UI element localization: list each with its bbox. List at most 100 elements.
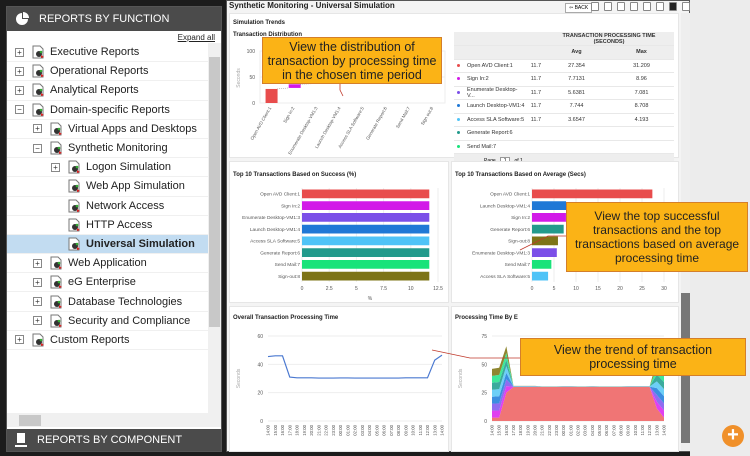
export-icon[interactable] [617,2,625,11]
table-row[interactable]: Sign In:2 11.7 7.7131 8.96 [454,72,674,87]
table-row[interactable]: Send Mail:7 [454,140,674,154]
expand-icon[interactable]: + [15,335,24,345]
y-tick-label: 50 [249,75,255,81]
expand-icon[interactable]: + [15,47,24,57]
expand-icon[interactable]: + [15,66,24,76]
reports-by-component-header[interactable]: REPORTS BY COMPONENT [7,429,221,451]
bar [532,271,549,281]
schedule-icon[interactable] [682,2,690,11]
expand-icon[interactable]: + [51,162,60,172]
mail-icon[interactable] [643,2,651,11]
x-tick-label: 16:00 [504,424,509,435]
expand-icon[interactable]: + [33,258,42,268]
page-title: Synthetic Monitoring - Universal Simulat… [229,1,395,10]
x-tick-label: 15:00 [497,424,502,435]
table-row[interactable]: Generate Report:6 [454,126,674,141]
y-tick-label: Launch Desktop-VM1:4 [480,203,530,209]
zoom-icon[interactable] [630,2,638,11]
zoom-in-button[interactable]: + [722,425,744,447]
pdf-icon[interactable] [591,2,599,11]
table-row[interactable]: Open AVD Client:1 11.7 27.354 31.209 [454,59,674,73]
y-tick-label: Send Mail:7 [505,262,531,268]
y-tick-label: 40 [257,362,263,368]
horizontal-scrollbar-thumb[interactable] [19,415,41,426]
bar [302,260,430,269]
chart-title: Transaction Distribution [233,32,303,38]
tree-item[interactable]: + Security and Compliance [7,312,208,331]
expand-icon[interactable]: + [33,297,42,307]
tree-item[interactable]: + Custom Reports [7,331,208,350]
horizontal-scrollbar[interactable] [7,413,221,427]
success-value [527,126,545,141]
blank [527,45,545,60]
collapse-icon[interactable]: − [33,143,42,153]
expand-icon[interactable]: + [33,277,42,287]
x-tick-label: 12:00 [425,424,430,435]
tree-item[interactable]: − Synthetic Monitoring [7,139,208,159]
table-row[interactable]: Enumerate Desktop-V... 11.7 5.6381 7.081 [454,86,674,100]
tree-item[interactable]: + Web Application [7,254,208,274]
y-tick-label: 20 [257,391,263,397]
expand-icon[interactable]: + [33,124,42,134]
x-tick-label: 06:00 [382,424,387,435]
report-icon [68,237,80,251]
report-icon [32,64,44,78]
x-tick-label: 10:00 [633,424,638,435]
success-value: 11.7 [527,86,545,100]
tree-item[interactable]: − Domain-specific Reports [7,101,208,120]
y-axis-label: Seconds [236,368,242,388]
table-row[interactable]: Access SLA Software:5 11.7 3.6547 4.193 [454,113,674,127]
report-icon [32,83,44,97]
chart-title: Overall Transaction Processing Time [233,315,339,321]
callout-trend: View the trend of transaction processing… [520,338,746,376]
expand-all-link[interactable]: Expand all [177,33,215,42]
expand-icon[interactable]: + [15,85,24,95]
x-tick-label: 05:00 [597,424,602,435]
tree-item[interactable]: + Analytical Reports [7,81,208,101]
success-bar-chart: 0 2.5 5 7.5 10 12.5% Open AVD Client:1 Sign In:… [242,188,443,302]
tree-item[interactable]: + eG Enterprise [7,273,208,293]
max-value: 4.193 [608,113,674,127]
report-icon [50,295,62,309]
tree-item[interactable]: + Database Technologies [7,292,208,312]
share-icon[interactable] [656,2,664,11]
y-tick-label: 25 [481,391,487,397]
expand-icon[interactable]: + [33,316,42,326]
bar [532,236,558,246]
tree-item[interactable]: + Logon Simulation [7,158,208,178]
transaction-name: Launch Desktop-VM1:4 [464,99,528,114]
reports-by-function-panel: REPORTS BY FUNCTION Expand all + Executiv… [6,6,222,452]
x-tick-label: 15:00 [273,424,278,435]
tree-item[interactable]: + Operational Reports [7,62,208,82]
series-color-dot [454,113,464,127]
blank [454,45,464,60]
tree-item[interactable]: Universal Simulation [7,234,208,255]
print-icon[interactable] [604,2,612,11]
x-tick-label: 07:00 [611,424,616,435]
x-tick-label: 5 [355,286,358,292]
table-row[interactable]: Launch Desktop-VM1:4 11.7 7.744 8.708 [454,99,674,114]
x-tick-label: 16:00 [280,424,285,435]
tree-item[interactable]: Network Access [7,197,208,216]
success-card: Top 10 Transactions Based on Success (%)… [229,161,449,303]
collapse-icon[interactable]: − [15,105,24,115]
tree-item[interactable]: Web App Simulation [7,177,208,197]
tree-item-label: Database Technologies [68,295,183,308]
vertical-scrollbar-thumb[interactable] [209,57,220,327]
avg-value: 3.6547 [544,113,609,127]
tree-item[interactable]: + Executive Reports [7,43,208,63]
max-value: 8.96 [608,72,674,87]
y-axis-label: Seconds [236,68,242,88]
x-tick-label: 5 [553,286,556,292]
y-tick-label: Enumerate Desktop-VM1:3 [242,215,300,221]
y-tick-label: Generate Report:6 [490,227,530,233]
tree-item[interactable]: HTTP Access [7,216,208,235]
panel-header[interactable]: REPORTS BY FUNCTION [7,7,221,31]
x-tick-label: 21:00 [316,424,321,435]
bar [532,260,552,269]
favorite-star-icon[interactable] [669,2,677,11]
max-header: Max [608,45,674,60]
tree-item[interactable]: + Virtual Apps and Desktops [7,120,208,139]
